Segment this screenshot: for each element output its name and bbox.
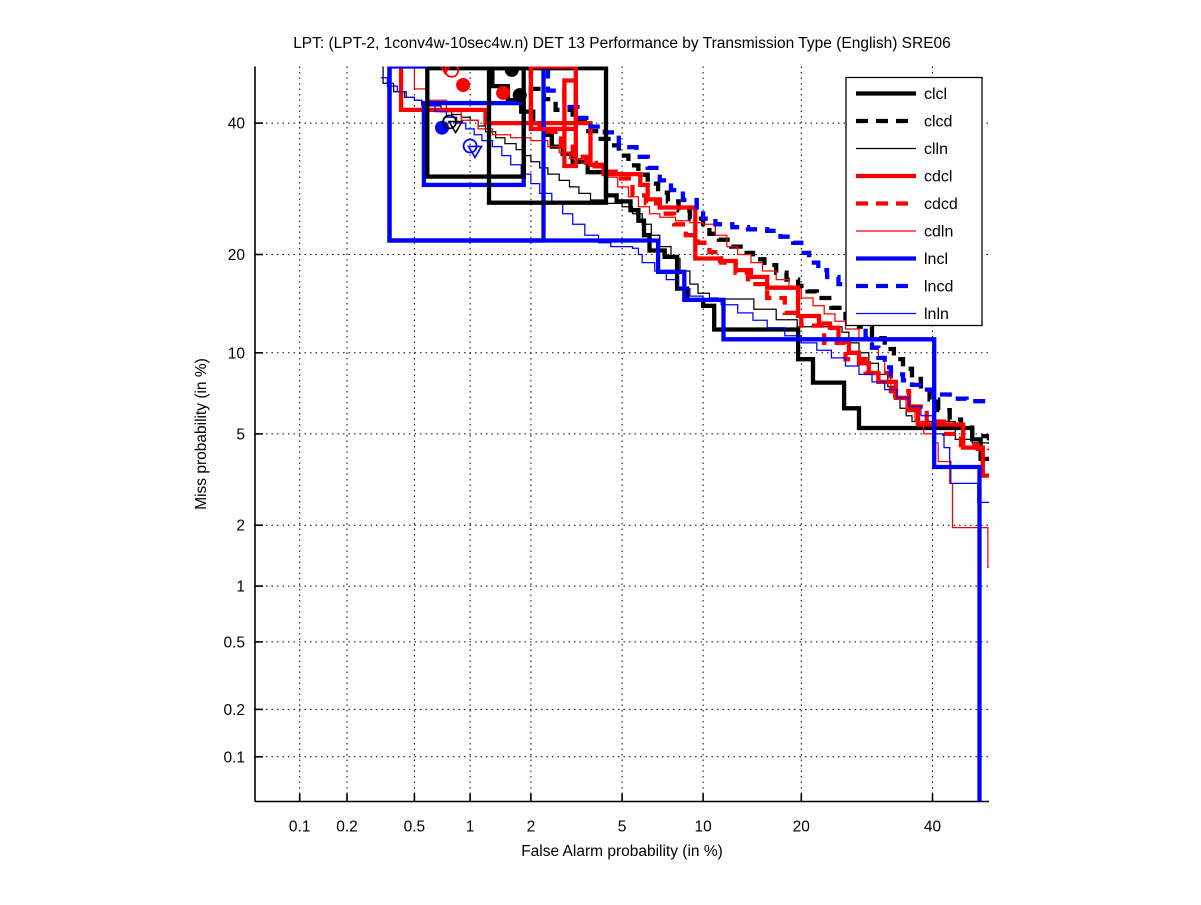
legend-label-clln: clln — [924, 141, 948, 158]
min-dcf-marker-1 — [512, 88, 527, 103]
x-tick-label-1: 1 — [466, 819, 475, 836]
min-dcf-marker-3 — [496, 85, 511, 100]
x-tick-label-5: 5 — [618, 819, 627, 836]
legend-label-lncl: lncl — [924, 251, 948, 268]
actual-dcf-marker-5 — [444, 66, 460, 78]
x-axis-label: False Alarm probability (in %) — [521, 843, 723, 860]
triangle-marker-10 — [467, 145, 483, 159]
min-dcf-marker-0 — [504, 66, 519, 77]
min-dcf-marker-4 — [435, 120, 449, 135]
x-tick-label-2: 2 — [527, 819, 536, 836]
x-tick-label-0.1: 0.1 — [289, 819, 311, 836]
x-tick-label-40: 40 — [924, 819, 942, 836]
confidence-box-2 — [425, 66, 526, 179]
y-tick-label-2: 2 — [236, 518, 245, 535]
y-tick-label-0.2: 0.2 — [223, 702, 245, 719]
legend-label-cdln: cdln — [924, 224, 953, 241]
x-tick-label-0.2: 0.2 — [336, 819, 358, 836]
plot-dynamic-content: 0.1 0.2 0.5 1 2 5 10 20 40 0.1 0.2 0.5 1 2 5 10 20 40 clcl… — [223, 66, 989, 836]
legend-label-lncd: lncd — [924, 279, 953, 296]
y-axis-label: Miss probability (in %) — [193, 358, 210, 510]
plot-title: LPT: (LPT-2, 1conv4w-10sec4w.n) DET 13 P… — [293, 35, 951, 52]
y-tick-label-10: 10 — [228, 345, 246, 362]
y-tick-label-0.5: 0.5 — [223, 634, 245, 651]
legend-label-cdcl: cdcl — [924, 169, 952, 186]
x-tick-label-0.5: 0.5 — [404, 819, 426, 836]
y-tick-label-40: 40 — [228, 116, 246, 133]
min-dcf-marker-2 — [456, 78, 471, 92]
legend-label-lnln: lnln — [924, 306, 949, 323]
det-curve-lncd — [545, 66, 989, 404]
y-tick-label-0.1: 0.1 — [223, 749, 245, 766]
confidence-box-5 — [562, 78, 578, 169]
y-tick-label-5: 5 — [236, 426, 245, 443]
triangle-marker-8 — [440, 66, 451, 76]
legend-label-clcd: clcd — [924, 114, 952, 131]
confidence-box-0 — [387, 66, 546, 243]
x-tick-label-20: 20 — [793, 819, 811, 836]
det-curve-lnln — [380, 77, 989, 504]
triangle-marker-9 — [447, 120, 464, 135]
legend-box — [845, 76, 983, 327]
det-curve-cdcd — [528, 66, 989, 451]
legend-label-cdcd: cdcd — [924, 196, 958, 213]
legend-label-clcl: clcl — [924, 86, 947, 103]
y-tick-label-20: 20 — [228, 247, 246, 264]
x-tick-label-10: 10 — [694, 819, 712, 836]
det-curve-cdln — [413, 66, 989, 568]
y-tick-label-1: 1 — [236, 579, 245, 596]
